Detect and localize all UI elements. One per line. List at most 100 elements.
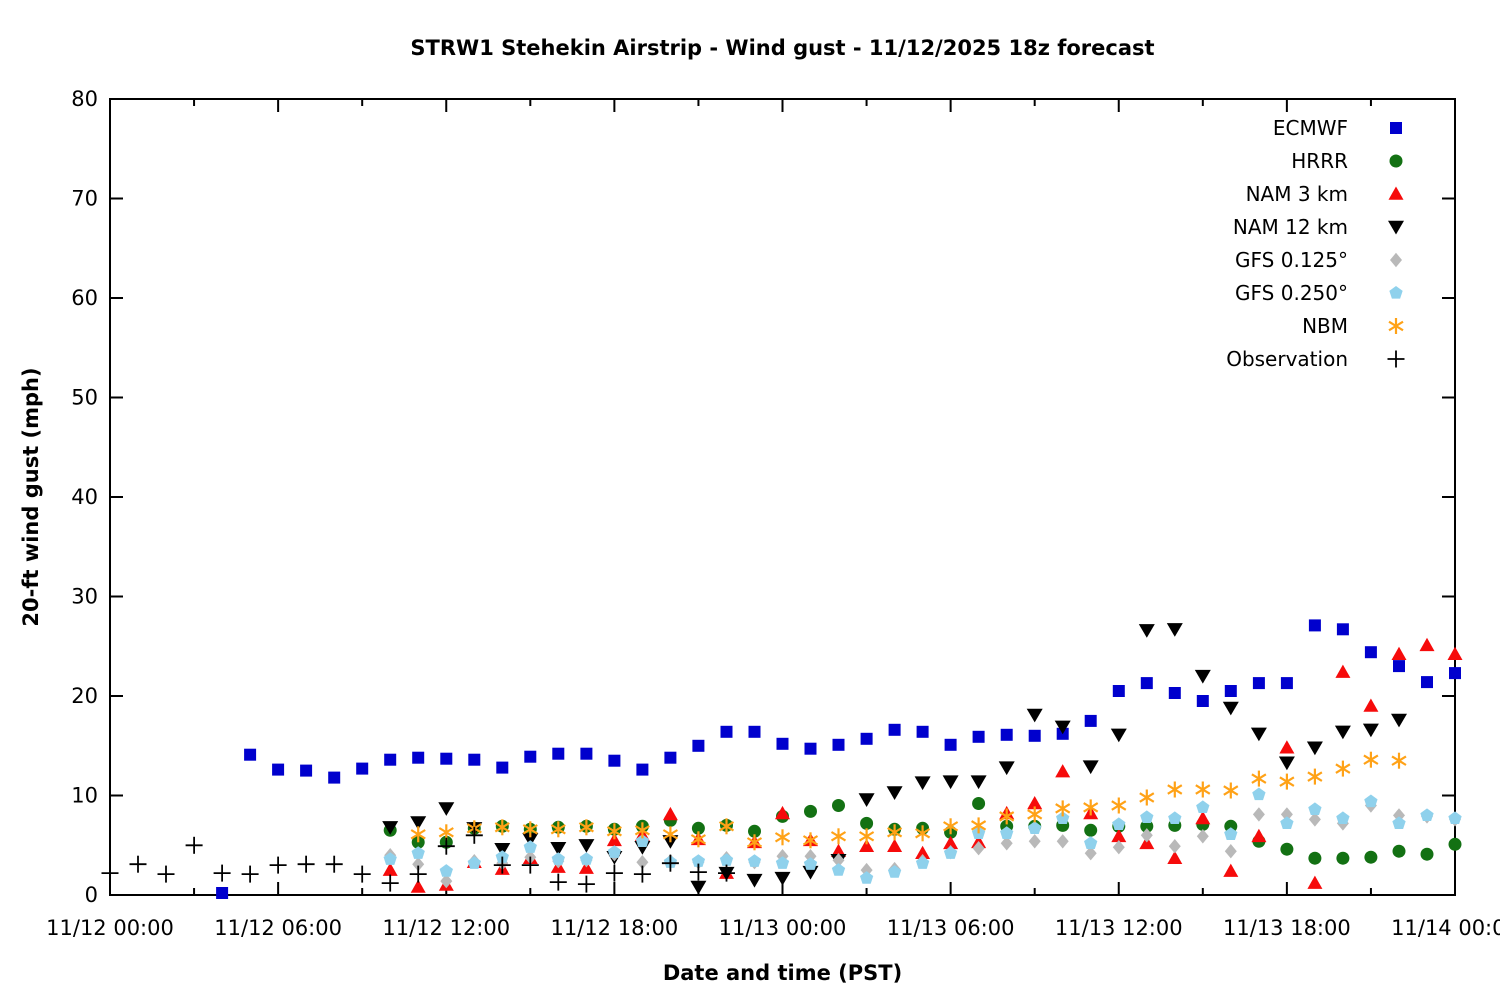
- nam-3-km-point: [1447, 646, 1463, 660]
- gfs-0-250--point: [579, 852, 594, 865]
- ecmwf-point: [720, 725, 733, 738]
- ecmwf-point: [412, 751, 425, 764]
- hrrr-point: [1392, 844, 1406, 858]
- ecmwf-point: [972, 730, 985, 743]
- gfs-0-250--point: [719, 853, 734, 866]
- gfs-0-250--point: [887, 865, 902, 878]
- nbm-point: [690, 831, 706, 848]
- gfs-0-250--point: [1280, 816, 1294, 830]
- gfs-0-125--point: [636, 855, 649, 870]
- nam-3-km-point: [410, 879, 426, 893]
- ecmwf-point: [216, 887, 229, 899]
- nbm-point: [774, 829, 791, 846]
- hrrr-point: [1280, 842, 1294, 856]
- observation-point: [661, 854, 679, 872]
- observation-point: [157, 865, 175, 883]
- nam-12-km-point: [1250, 727, 1267, 742]
- y-tick-label: 40: [71, 485, 98, 509]
- legend-label-nbm: NBM: [1302, 314, 1348, 338]
- gfs-0-125--point: [832, 853, 845, 868]
- legend-label-gfs-0-250-: GFS 0.250°: [1235, 281, 1348, 305]
- nam-12-km-point: [1138, 624, 1155, 638]
- nam-3-km-point: [915, 845, 931, 859]
- gfs-0-125--point: [1084, 846, 1097, 861]
- nbm-point: [578, 819, 594, 836]
- nam-3-km-point: [1195, 810, 1211, 825]
- observation-point: [185, 836, 203, 854]
- ecmwf-point: [580, 747, 593, 760]
- gfs-0-125--point: [1168, 839, 1181, 854]
- nam-12-km-point: [1222, 701, 1239, 716]
- x-tick-label: 11/13 18:00: [1223, 916, 1351, 940]
- x-tick-label: 11/13 06:00: [887, 916, 1015, 940]
- ecmwf-point: [1000, 728, 1013, 741]
- ecmwf-point: [692, 739, 705, 752]
- hrrr-point: [1308, 851, 1322, 865]
- ecmwf-point: [1028, 729, 1041, 742]
- gfs-0-250--point: [635, 834, 650, 847]
- nam-3-km-point: [1055, 764, 1071, 778]
- nam-3-km-point: [662, 806, 678, 821]
- nbm-point: [943, 818, 959, 835]
- nbm-point: [550, 821, 566, 838]
- gfs-0-250--point: [411, 846, 425, 859]
- legend-label-ecmwf: ECMWF: [1273, 116, 1348, 140]
- gfs-0-250--point: [1392, 816, 1406, 830]
- nbm-point: [1111, 797, 1127, 814]
- gfs-0-250--point: [803, 857, 818, 870]
- observation-point: [353, 865, 371, 883]
- gfs-0-125--point: [1196, 829, 1209, 844]
- chart-title: STRW1 Stehekin Airstrip - Wind gust - 11…: [410, 36, 1155, 60]
- nam-12-km-point: [1391, 713, 1407, 728]
- ecmwf-point: [1449, 667, 1461, 680]
- nam-3-km-point: [831, 843, 846, 857]
- ecmwf-point: [552, 747, 565, 760]
- nam-12-km-point: [1362, 723, 1379, 738]
- y-tick-label: 30: [71, 585, 98, 609]
- observation-point: [605, 864, 623, 882]
- gfs-0-125--point: [1308, 812, 1321, 827]
- observation-point: [381, 874, 399, 892]
- legend-label-nam-12-km: NAM 12 km: [1233, 215, 1348, 239]
- nbm-point: [634, 822, 650, 839]
- gfs-0-250--point: [523, 840, 537, 853]
- nam-12-km-point: [550, 842, 567, 856]
- observation-point: [549, 873, 567, 891]
- x-tick-label: 11/12 12:00: [382, 916, 510, 940]
- ecmwf-point: [244, 748, 257, 761]
- gfs-0-125--point: [1393, 808, 1405, 823]
- hrrr-point: [860, 816, 874, 830]
- hrrr-point: [748, 824, 761, 838]
- gfs-0-125--point: [1056, 834, 1069, 849]
- legend-label-nam-3-km: NAM 3 km: [1246, 182, 1348, 206]
- gfs-0-250--point: [691, 854, 706, 867]
- nam-12-km-point: [998, 761, 1015, 776]
- ecmwf-point: [832, 738, 845, 751]
- y-tick-label: 70: [71, 187, 98, 211]
- nbm-point: [1139, 789, 1155, 806]
- hrrr-point: [972, 797, 986, 810]
- hrrr-point: [1224, 819, 1238, 833]
- ecmwf-point: [1252, 677, 1265, 690]
- nam-12-km-point: [1110, 728, 1127, 743]
- x-tick-label: 11/14 00:00: [1391, 916, 1500, 940]
- gfs-0-250--point: [1056, 811, 1070, 825]
- gfs-0-125--point: [1000, 836, 1013, 851]
- nbm-point: [1279, 773, 1295, 790]
- nam-3-km-point: [606, 832, 622, 847]
- ecmwf-point: [300, 764, 313, 777]
- nam-3-km-point: [887, 838, 903, 852]
- nam-3-km-point: [1251, 828, 1267, 843]
- nam-3-km-point: [859, 838, 875, 852]
- ecmwf-point: [328, 771, 341, 784]
- gfs-0-125--point: [1224, 844, 1237, 859]
- ecmwf-point: [888, 723, 901, 736]
- nbm-point: [410, 826, 426, 843]
- ecmwf-point: [496, 761, 509, 774]
- gfs-0-250--point: [1364, 794, 1378, 808]
- hrrr-point: [1336, 851, 1350, 865]
- nam-3-km-point: [1419, 637, 1435, 652]
- nbm-point: [1223, 782, 1239, 799]
